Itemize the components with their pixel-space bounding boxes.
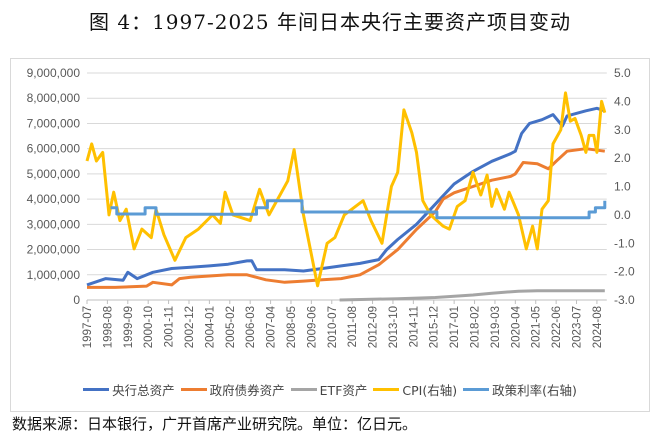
chart-frame — [10, 58, 650, 412]
series-line-1 — [87, 147, 605, 289]
y-left-tick-label: 1,000,000 — [27, 268, 81, 282]
legend-item: 政府债券资产 — [180, 380, 285, 399]
legend-label: ETF资产 — [319, 383, 368, 398]
x-tick-label: 2013-10 — [388, 306, 400, 348]
x-tick-label: 2014-11 — [408, 306, 420, 347]
x-tick-label: 2008-05 — [286, 306, 298, 348]
x-tick-label: 2020-04 — [510, 305, 522, 348]
x-tick-label: 2021-05 — [531, 306, 543, 348]
y-right-tick-label: 0.0 — [614, 208, 631, 222]
x-tick-label: 1999-09 — [123, 306, 135, 348]
legend-label: CPI(右轴) — [402, 383, 458, 398]
x-tick-label: 2024-08 — [592, 306, 604, 348]
x-tick-label: 2017-01 — [449, 306, 461, 348]
x-tick-label: 2002-12 — [184, 306, 196, 348]
legend-swatch — [463, 388, 490, 391]
x-tick-label: 2006-03 — [245, 306, 257, 348]
legend-item: 政策利率(右轴) — [463, 380, 577, 399]
x-tick-label: 2015-12 — [429, 306, 441, 348]
x-tick-label: 2011-08 — [347, 306, 359, 347]
y-left-tick-label: 0 — [73, 293, 80, 307]
legend-swatch — [83, 388, 110, 391]
y-right-tick-label: 4.0 — [614, 94, 631, 108]
x-tick-label: 2023-07 — [572, 306, 584, 348]
series-line-3 — [85, 91, 607, 288]
series-line-0 — [86, 106, 606, 287]
x-tick-label: 1997-07 — [82, 306, 94, 348]
y-left-tick-label: 7,000,000 — [27, 116, 81, 130]
legend-swatch — [290, 388, 317, 391]
y-left-tick-label: 6,000,000 — [27, 142, 81, 156]
y-right-tick-label: 1.0 — [614, 180, 631, 194]
legend-label: 政策利率(右轴) — [492, 383, 577, 398]
y-right-tick-label: -3.0 — [614, 293, 635, 307]
chart-title: 图 4：1997-2025 年间日本央行主要资产项目变动 — [89, 10, 571, 34]
y-left-tick-label: 3,000,000 — [27, 217, 81, 231]
y-left-tick-label: 4,000,000 — [27, 192, 81, 206]
y-left-tick-label: 5,000,000 — [27, 167, 81, 181]
y-right-tick-label: -2.0 — [614, 265, 635, 279]
legend-item: 央行总资产 — [83, 380, 175, 399]
legend-label: 央行总资产 — [112, 383, 175, 398]
legend-item: CPI(右轴) — [373, 380, 457, 399]
y-right-tick-label: 2.0 — [614, 151, 631, 165]
x-tick-label: 2012-09 — [368, 306, 380, 348]
legend-item: ETF资产 — [290, 380, 368, 399]
y-left-tick-label: 9,000,000 — [27, 66, 81, 80]
series-line-2 — [339, 289, 605, 302]
x-tick-label: 2007-04 — [266, 305, 278, 348]
x-tick-label: 2018-02 — [470, 306, 482, 348]
legend: 央行总资产 政府债券资产 ETF资产 CPI(右轴) 政策利率(右轴) — [0, 380, 660, 399]
y-left-tick-label: 2,000,000 — [27, 243, 81, 257]
legend-swatch — [180, 388, 207, 391]
x-tick-label: 2019-03 — [490, 306, 502, 348]
x-tick-label: 1998-08 — [102, 306, 114, 348]
legend-label: 政府债券资产 — [209, 383, 285, 398]
x-tick-label: 2001-11 — [164, 306, 176, 347]
legend-swatch — [373, 388, 400, 391]
source-note: 数据来源：日本银行，广开首席产业研究院。单位：亿日元。 — [12, 415, 418, 433]
y-right-tick-label: -1.0 — [614, 236, 635, 250]
x-tick-label: 2010-07 — [327, 306, 339, 348]
x-tick-label: 2000-10 — [143, 306, 155, 348]
x-tick-label: 2005-02 — [225, 306, 237, 348]
y-right-tick-label: 5.0 — [614, 66, 631, 80]
x-tick-label: 2009-06 — [306, 306, 318, 348]
x-tick-label: 2004-01 — [204, 306, 216, 348]
x-tick-label: 2022-06 — [551, 306, 563, 348]
y-left-tick-label: 8,000,000 — [27, 91, 81, 105]
y-right-tick-label: 3.0 — [614, 123, 631, 137]
